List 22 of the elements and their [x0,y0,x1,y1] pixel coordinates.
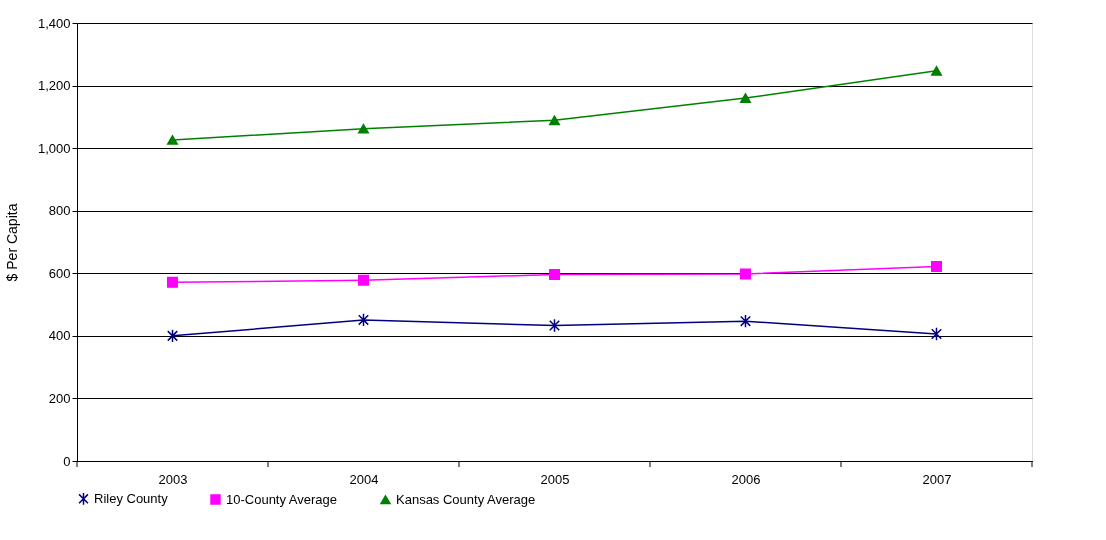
y-tick-label: 400 [48,328,71,344]
y-tick-label: 200 [48,390,71,406]
y-tick-label: 600 [48,265,71,281]
x-tick-label: 2003 [158,471,188,487]
point [549,318,560,333]
y-tick-label: 0 [63,453,71,469]
point [740,314,751,329]
legend-label: 10-County Average [226,491,338,507]
x-tick-label: 2005 [540,471,570,487]
y-tick-label: 1,200 [37,78,71,94]
y-tick-label: 1,400 [37,15,71,31]
x-tick-label: 2006 [731,471,761,487]
y-tick-label: 1,000 [37,140,71,156]
x-tick-label: 2004 [349,471,379,487]
point [931,327,942,341]
x-tick-label: 2007 [922,471,952,487]
legend-label: Kansas County Average [396,491,536,507]
legend-label: Riley County [94,490,169,506]
point [167,328,178,343]
y-tick-label: 800 [48,203,71,219]
y-axis-title: $ Per Capita [3,203,20,282]
point [358,312,369,327]
